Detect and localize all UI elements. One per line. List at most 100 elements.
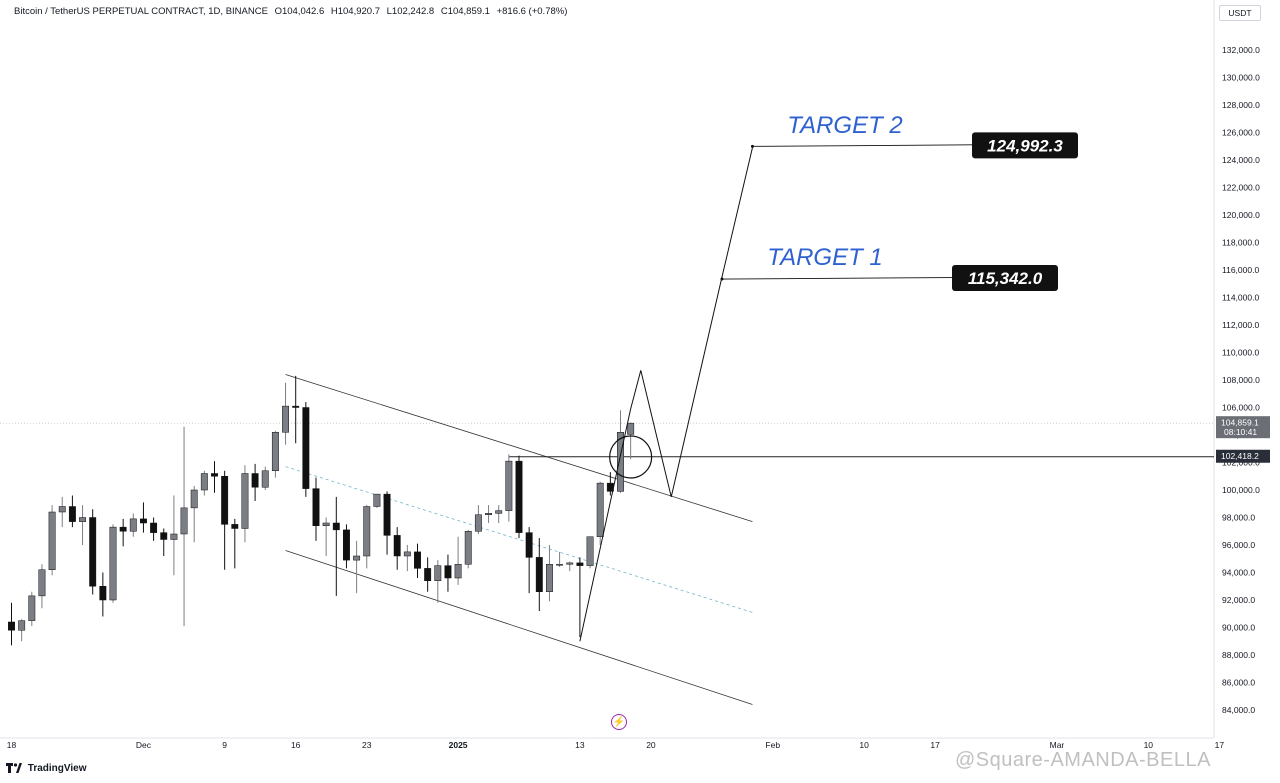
candle-body <box>109 526 117 601</box>
candle-body <box>18 620 26 631</box>
candle-body <box>150 522 158 533</box>
candle-body <box>190 489 198 509</box>
y-tick-label: 88,000.0 <box>1222 650 1255 660</box>
candle-body <box>231 524 239 529</box>
candle-body <box>180 507 188 535</box>
y-tick-label: 128,000.0 <box>1222 100 1260 110</box>
candle-body <box>322 522 330 526</box>
candle-body <box>119 526 127 532</box>
y-tick-label: 116,000.0 <box>1222 265 1259 275</box>
candle-body <box>170 533 178 540</box>
candle-body <box>211 473 218 477</box>
candle-body <box>535 557 543 592</box>
tradingview-logo-icon <box>6 763 22 773</box>
candle-body <box>464 531 472 565</box>
candle-body <box>241 473 249 529</box>
candle-body <box>403 551 411 557</box>
candle-body <box>353 555 361 561</box>
lightning-icon[interactable]: ⚡ <box>611 714 627 730</box>
y-tick-label: 110,000.0 <box>1222 348 1259 358</box>
candle-body <box>140 518 147 524</box>
x-tick-label: 17 <box>1215 740 1225 750</box>
x-tick-label: Feb <box>765 740 780 750</box>
candle-body <box>89 517 97 587</box>
y-tick-label: 96,000.0 <box>1222 540 1255 550</box>
candle-body <box>38 569 46 597</box>
candle-body <box>271 432 279 471</box>
y-tick-label: 120,000.0 <box>1222 210 1260 220</box>
candle-body <box>393 535 401 557</box>
candle-body <box>515 460 523 533</box>
channel-lower-line <box>285 550 753 705</box>
x-tick-label: 10 <box>1144 740 1154 750</box>
candle-body <box>302 407 310 489</box>
breakout-circle <box>609 435 653 479</box>
y-tick-label: 90,000.0 <box>1222 623 1255 633</box>
y-tick-label: 100,000.0 <box>1222 485 1260 495</box>
tradingview-logo: TradingView <box>6 763 87 774</box>
candle-body <box>200 473 208 491</box>
candle-body <box>617 432 624 492</box>
candle-body <box>586 536 594 566</box>
candle-body <box>444 565 452 579</box>
price-tag-box <box>1216 416 1270 439</box>
x-tick-label: 9 <box>222 740 227 750</box>
target2-price-label: 124,992.3 <box>987 136 1063 155</box>
currency-badge[interactable]: USDT <box>1219 5 1261 21</box>
candle-body <box>312 488 320 526</box>
candle-body <box>292 405 300 408</box>
candle-body <box>505 460 513 511</box>
candle-body <box>8 621 15 631</box>
y-tick-label: 112,000.0 <box>1222 320 1259 330</box>
symbol-title: Bitcoin / TetherUS PERPETUAL CONTRACT, 1… <box>14 6 268 17</box>
x-tick-label: 20 <box>646 740 656 750</box>
candle-body <box>129 518 137 532</box>
symbol-header: Bitcoin / TetherUS PERPETUAL CONTRACT, 1… <box>14 6 571 17</box>
candle-body <box>332 522 340 531</box>
x-tick-label: 10 <box>859 740 869 750</box>
y-tick-label: 86,000.0 <box>1222 678 1255 688</box>
candle-body <box>495 510 503 514</box>
target2-title: TARGET 2 <box>787 112 903 139</box>
price-axis-area <box>1214 0 1280 738</box>
candle-body <box>261 470 269 488</box>
ohlc-close: C104,859.1 <box>440 6 490 17</box>
y-tick-label: 98,000.0 <box>1222 513 1255 523</box>
y-tick-label: 132,000.0 <box>1222 45 1260 55</box>
y-tick-label: 126,000.0 <box>1222 128 1260 138</box>
candle-body <box>79 517 86 522</box>
candle-body <box>221 476 229 525</box>
candle-body <box>383 493 391 536</box>
x-tick-label: 13 <box>575 740 585 750</box>
candle-body <box>424 568 432 581</box>
candle-body <box>160 532 168 540</box>
candle-body <box>282 405 290 433</box>
y-tick-label: 94,000.0 <box>1222 568 1255 578</box>
y-tick-label: 114,000.0 <box>1222 293 1259 303</box>
ohlc-open: O104,042.6 <box>274 6 325 17</box>
y-tick-label: 130,000.0 <box>1222 73 1260 83</box>
price-tag-label: 104,859.1 <box>1221 418 1259 428</box>
ohlc-change: +816.6 (+0.78%) <box>496 6 568 17</box>
candle-body <box>474 514 482 532</box>
target1-price-box <box>952 265 1058 292</box>
channel-upper-line <box>285 374 753 523</box>
candle-body <box>556 564 564 566</box>
y-tick-label: 124,000.0 <box>1222 155 1260 165</box>
target1-price-label: 115,342.0 <box>968 269 1043 288</box>
y-tick-label: 108,000.0 <box>1222 375 1260 385</box>
target2-line <box>752 144 973 147</box>
x-tick-label: 23 <box>362 740 372 750</box>
candle-body <box>454 564 462 579</box>
projection-path <box>579 147 753 642</box>
ohlc-high: H104,920.7 <box>330 6 380 17</box>
watermark: @Square-AMANDA-BELLA <box>955 749 1211 771</box>
candle-body <box>373 493 381 507</box>
candle-body <box>414 551 421 569</box>
y-tick-label: 84,000.0 <box>1222 705 1255 715</box>
price-tag-box <box>1216 449 1270 463</box>
price-tag-label: 102,418.2 <box>1221 451 1259 461</box>
x-tick-label: 16 <box>291 740 301 750</box>
candle-body <box>627 422 635 435</box>
